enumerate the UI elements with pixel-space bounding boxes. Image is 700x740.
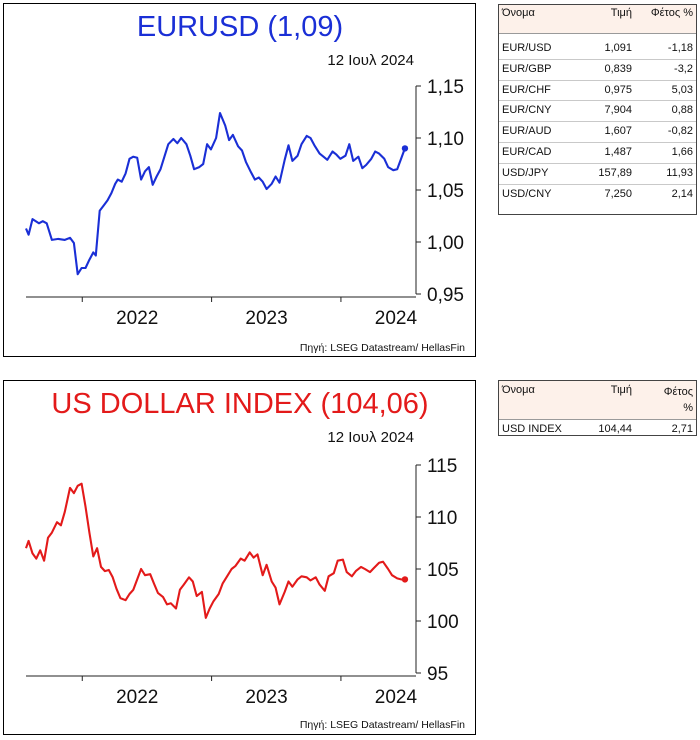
table-row: EUR/AUD 1,607 -0,82 (499, 122, 696, 143)
cell-ytd: -1,18 (667, 42, 693, 54)
x-tick-label: 2022 (116, 308, 158, 329)
y-tick-label: 1,00 (427, 233, 464, 254)
col-header-ytd: Φέτος % (650, 7, 693, 19)
series-line (25, 111, 406, 276)
cell-ytd: 0,88 (671, 104, 693, 117)
col-header-ytd: Φέτος % (663, 386, 693, 414)
table-row: EUR/GBP 0,839 -3,2 (499, 60, 696, 81)
last-value-marker (401, 576, 409, 583)
table-row: USD INDEX 104,44 2,71 (499, 420, 696, 440)
cell-name: EUR/USD (502, 42, 552, 54)
table-row: EUR/CHF 0,975 5,03 (499, 81, 696, 102)
cell-price: 104,44 (598, 423, 632, 435)
table-row: EUR/USD 1,091 -1,18 (499, 39, 696, 60)
table-row: USD/CNY 7,250 2,14 (499, 185, 696, 205)
cell-price: 0,839 (604, 62, 632, 75)
usd-index-table: Όνομα Τιμή Φέτος % USD INDEX 104,44 2,71 (498, 380, 697, 436)
series-line (25, 482, 405, 619)
y-tick-label: 110 (427, 508, 457, 529)
cell-name: EUR/CAD (502, 145, 552, 158)
cell-name: USD/CNY (502, 187, 552, 200)
cell-price: 1,607 (604, 125, 632, 138)
cell-price: 1,487 (604, 145, 632, 158)
cell-ytd: -0,82 (667, 125, 693, 138)
usd-table-header: Όνομα Τιμή Φέτος % (499, 381, 696, 420)
usd-index-chart-panel: US DOLLAR INDEX (104,06) 12 Ιουλ 2024 115 1… (3, 380, 476, 735)
y-tick-label: 1,10 (427, 129, 464, 150)
cell-name: USD/JPY (502, 166, 549, 179)
fx-rates-table: Όνομα Τιμή Φέτος % EUR/USD 1,091 -1,18 EUR/… (498, 4, 697, 215)
table-row: EUR/CNY 7,904 0,88 (499, 101, 696, 123)
usd-table-body: USD INDEX 104,44 2,71 (499, 420, 696, 440)
chart-title: EURUSD (1,09) (137, 11, 343, 43)
cell-name: EUR/GBP (502, 62, 552, 75)
chart-source: Πηγή: LSEG Datastream/ HellasFin (300, 342, 465, 354)
eurusd-chart: EURUSD (1,09) 12 Ιουλ 2024 1,15 1,10 1,05 1,0… (25, 11, 465, 354)
y-tick-label: 100 (427, 612, 459, 633)
cell-price: 1,091 (604, 42, 632, 54)
cell-ytd: -3,2 (674, 62, 693, 75)
cell-price: 0,975 (604, 83, 632, 96)
table-row: EUR/CAD 1,487 1,66 (499, 143, 696, 164)
fx-table-header: Όνομα Τιμή Φέτος % (499, 5, 696, 34)
y-tick-label: 95 (427, 664, 448, 685)
cell-ytd: 1,66 (671, 145, 693, 158)
cell-price: 157,89 (598, 166, 632, 179)
col-header-price: Τιμή (610, 384, 632, 396)
y-tick-label: 105 (427, 560, 459, 581)
chart-title: US DOLLAR INDEX (104,06) (51, 388, 428, 420)
chart-date-label: 12 Ιουλ 2024 (327, 52, 414, 69)
cell-name: EUR/AUD (502, 125, 552, 138)
cell-ytd: 11,93 (666, 166, 693, 179)
table-row: USD/JPY 157,89 11,93 (499, 164, 696, 185)
cell-name: EUR/CHF (502, 83, 551, 96)
cell-ytd: 5,03 (671, 83, 693, 96)
cell-price: 7,904 (604, 104, 632, 117)
col-header-name: Όνομα (502, 384, 535, 396)
cell-name: USD INDEX (502, 423, 562, 435)
x-tick-label: 2024 (375, 687, 418, 708)
last-value-marker (401, 145, 409, 152)
x-tick-label: 2023 (245, 687, 287, 708)
chart-source: Πηγή: LSEG Datastream/ HellasFin (300, 719, 465, 731)
cell-name: EUR/CNY (502, 104, 552, 117)
y-tick-label: 0,95 (427, 285, 464, 306)
col-header-name: Όνομα (502, 7, 535, 19)
x-tick-label: 2022 (116, 687, 158, 708)
fx-table-body: EUR/USD 1,091 -1,18 EUR/GBP 0,839 -3,2 EUR/CHF… (499, 39, 696, 204)
x-tick-label: 2023 (245, 308, 287, 329)
usd-index-chart: US DOLLAR INDEX (104,06) 12 Ιουλ 2024 115 1… (25, 388, 465, 731)
eurusd-chart-panel: EURUSD (1,09) 12 Ιουλ 2024 1,15 1,10 1,05 1,0… (3, 3, 476, 357)
y-tick-label: 1,05 (427, 181, 464, 202)
cell-ytd: 2,71 (671, 423, 693, 435)
x-tick-label: 2024 (375, 308, 418, 329)
chart-date-label: 12 Ιουλ 2024 (327, 429, 414, 446)
col-header-price: Τιμή (610, 7, 632, 19)
y-tick-label: 1,15 (427, 77, 464, 98)
cell-price: 7,250 (604, 187, 632, 200)
cell-ytd: 2,14 (671, 187, 693, 200)
y-tick-label: 115 (427, 456, 457, 477)
